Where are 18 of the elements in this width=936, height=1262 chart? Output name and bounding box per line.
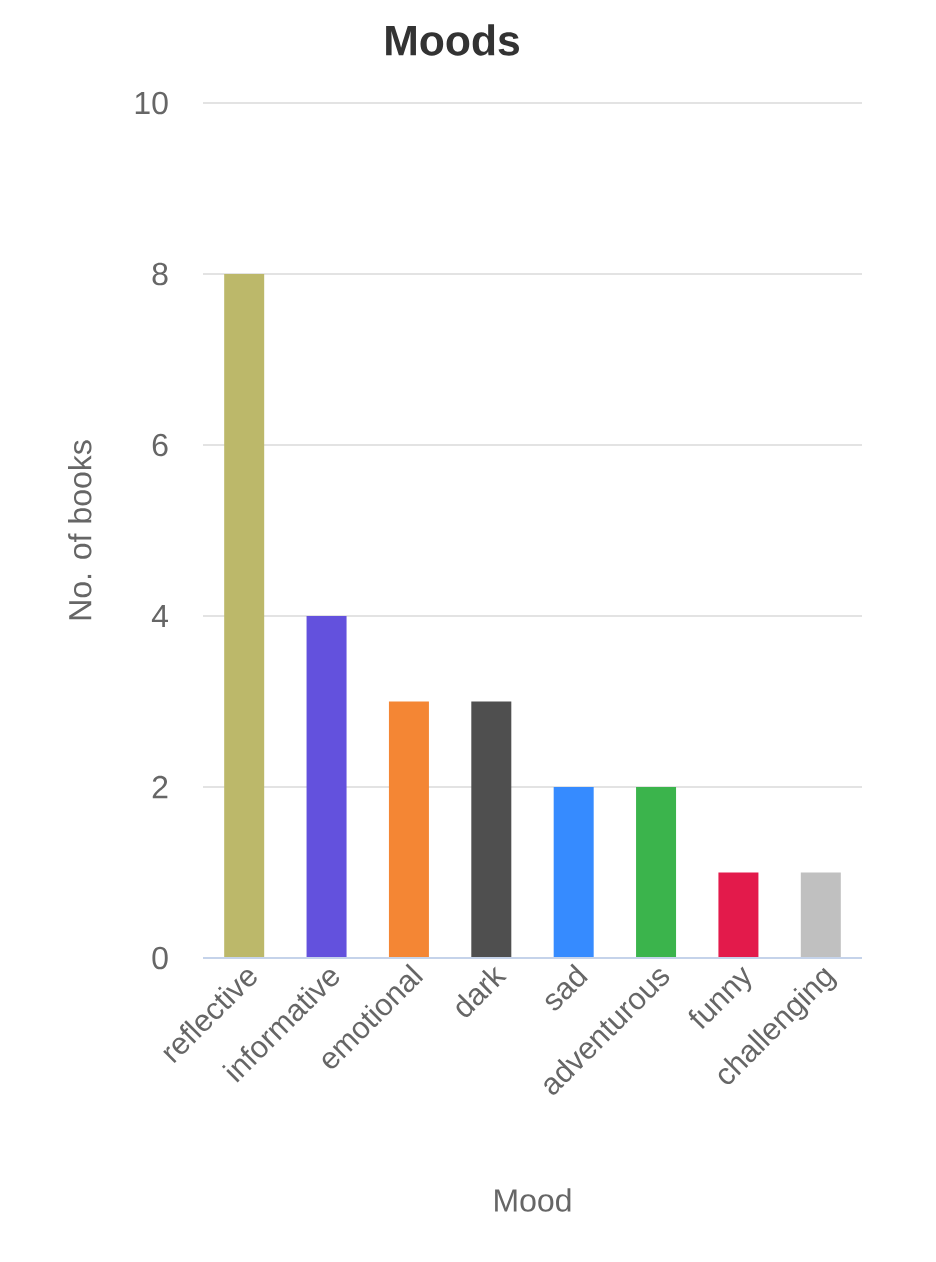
bar xyxy=(553,786,594,958)
bar xyxy=(388,701,429,958)
bar xyxy=(718,872,759,958)
y-tick-label: 4 xyxy=(151,604,169,627)
bar xyxy=(224,273,265,958)
chart-title: Moods xyxy=(386,24,519,56)
y-tick-label: 6 xyxy=(152,433,168,457)
y-tick-label: 10 xyxy=(135,91,168,115)
y-tick-label: 2 xyxy=(152,775,168,799)
bar xyxy=(636,786,677,958)
x-tick-label: dark xyxy=(456,966,508,1017)
y-axis-title: No. of books xyxy=(68,440,92,620)
bar xyxy=(306,615,347,958)
y-tick-label: 0 xyxy=(152,946,168,970)
bar xyxy=(800,872,841,958)
y-tick-label: 8 xyxy=(152,262,168,286)
bar xyxy=(471,701,512,958)
x-axis-title: Mood xyxy=(495,1188,571,1212)
